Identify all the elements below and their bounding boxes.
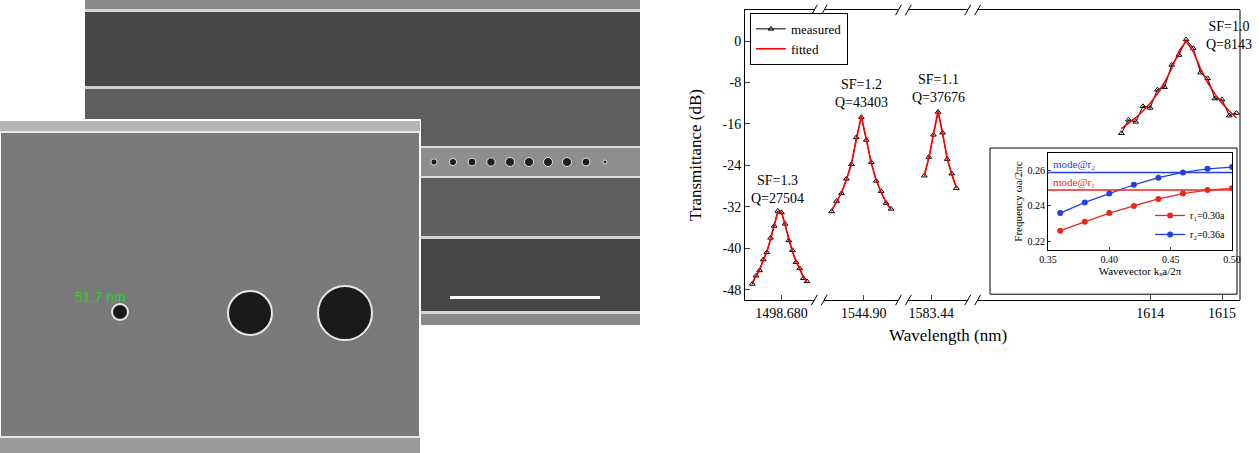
svg-text:1544.90: 1544.90 (841, 306, 887, 321)
svg-text:0.22: 0.22 (1027, 236, 1045, 247)
svg-text:SF=1.1Q=37676: SF=1.1Q=37676 (912, 72, 965, 105)
svg-text:Wavelength (nm): Wavelength (nm) (889, 326, 1007, 345)
svg-text:r₁=0.30a: r₁=0.30a (1190, 210, 1225, 221)
svg-text:0.26: 0.26 (1027, 165, 1045, 176)
svg-text:-16: -16 (723, 117, 742, 132)
svg-text:1615: 1615 (1208, 306, 1236, 321)
svg-text:-40: -40 (723, 241, 742, 256)
svg-text:-8: -8 (730, 75, 742, 90)
svg-text:0.40: 0.40 (1101, 254, 1119, 265)
svg-text:fitted: fitted (791, 42, 819, 57)
svg-text:-24: -24 (723, 158, 742, 173)
svg-text:Frequency ωa/2πc: Frequency ωa/2πc (1012, 161, 1024, 241)
svg-text:1614: 1614 (1136, 306, 1164, 321)
svg-text:SF=1.2Q=43403: SF=1.2Q=43403 (835, 77, 888, 110)
svg-text:0: 0 (734, 34, 741, 49)
svg-text:0.35: 0.35 (1039, 254, 1057, 265)
svg-text:Wavevector kₓa/2π: Wavevector kₓa/2π (1099, 265, 1182, 277)
svg-text:0.45: 0.45 (1162, 254, 1180, 265)
svg-text:mode@r₂: mode@r₂ (1053, 158, 1095, 170)
svg-text:0.24: 0.24 (1027, 200, 1045, 211)
svg-text:1498.680: 1498.680 (755, 306, 808, 321)
svg-text:SF=1.0Q=8143: SF=1.0Q=8143 (1206, 19, 1252, 52)
svg-text:51.7 nm: 51.7 nm (75, 289, 126, 305)
svg-text:1583.44: 1583.44 (908, 306, 954, 321)
svg-text:Transmittance (dB): Transmittance (dB) (686, 89, 705, 221)
svg-text:-32: -32 (723, 200, 742, 215)
svg-text:-48: -48 (723, 283, 742, 298)
svg-text:0.50: 0.50 (1223, 254, 1241, 265)
svg-text:r₂=0.36a: r₂=0.36a (1190, 229, 1225, 240)
svg-text:measured: measured (791, 22, 841, 37)
svg-text:SF=1.3Q=27504: SF=1.3Q=27504 (751, 173, 804, 206)
svg-text:mode@r₁: mode@r₁ (1053, 176, 1095, 188)
